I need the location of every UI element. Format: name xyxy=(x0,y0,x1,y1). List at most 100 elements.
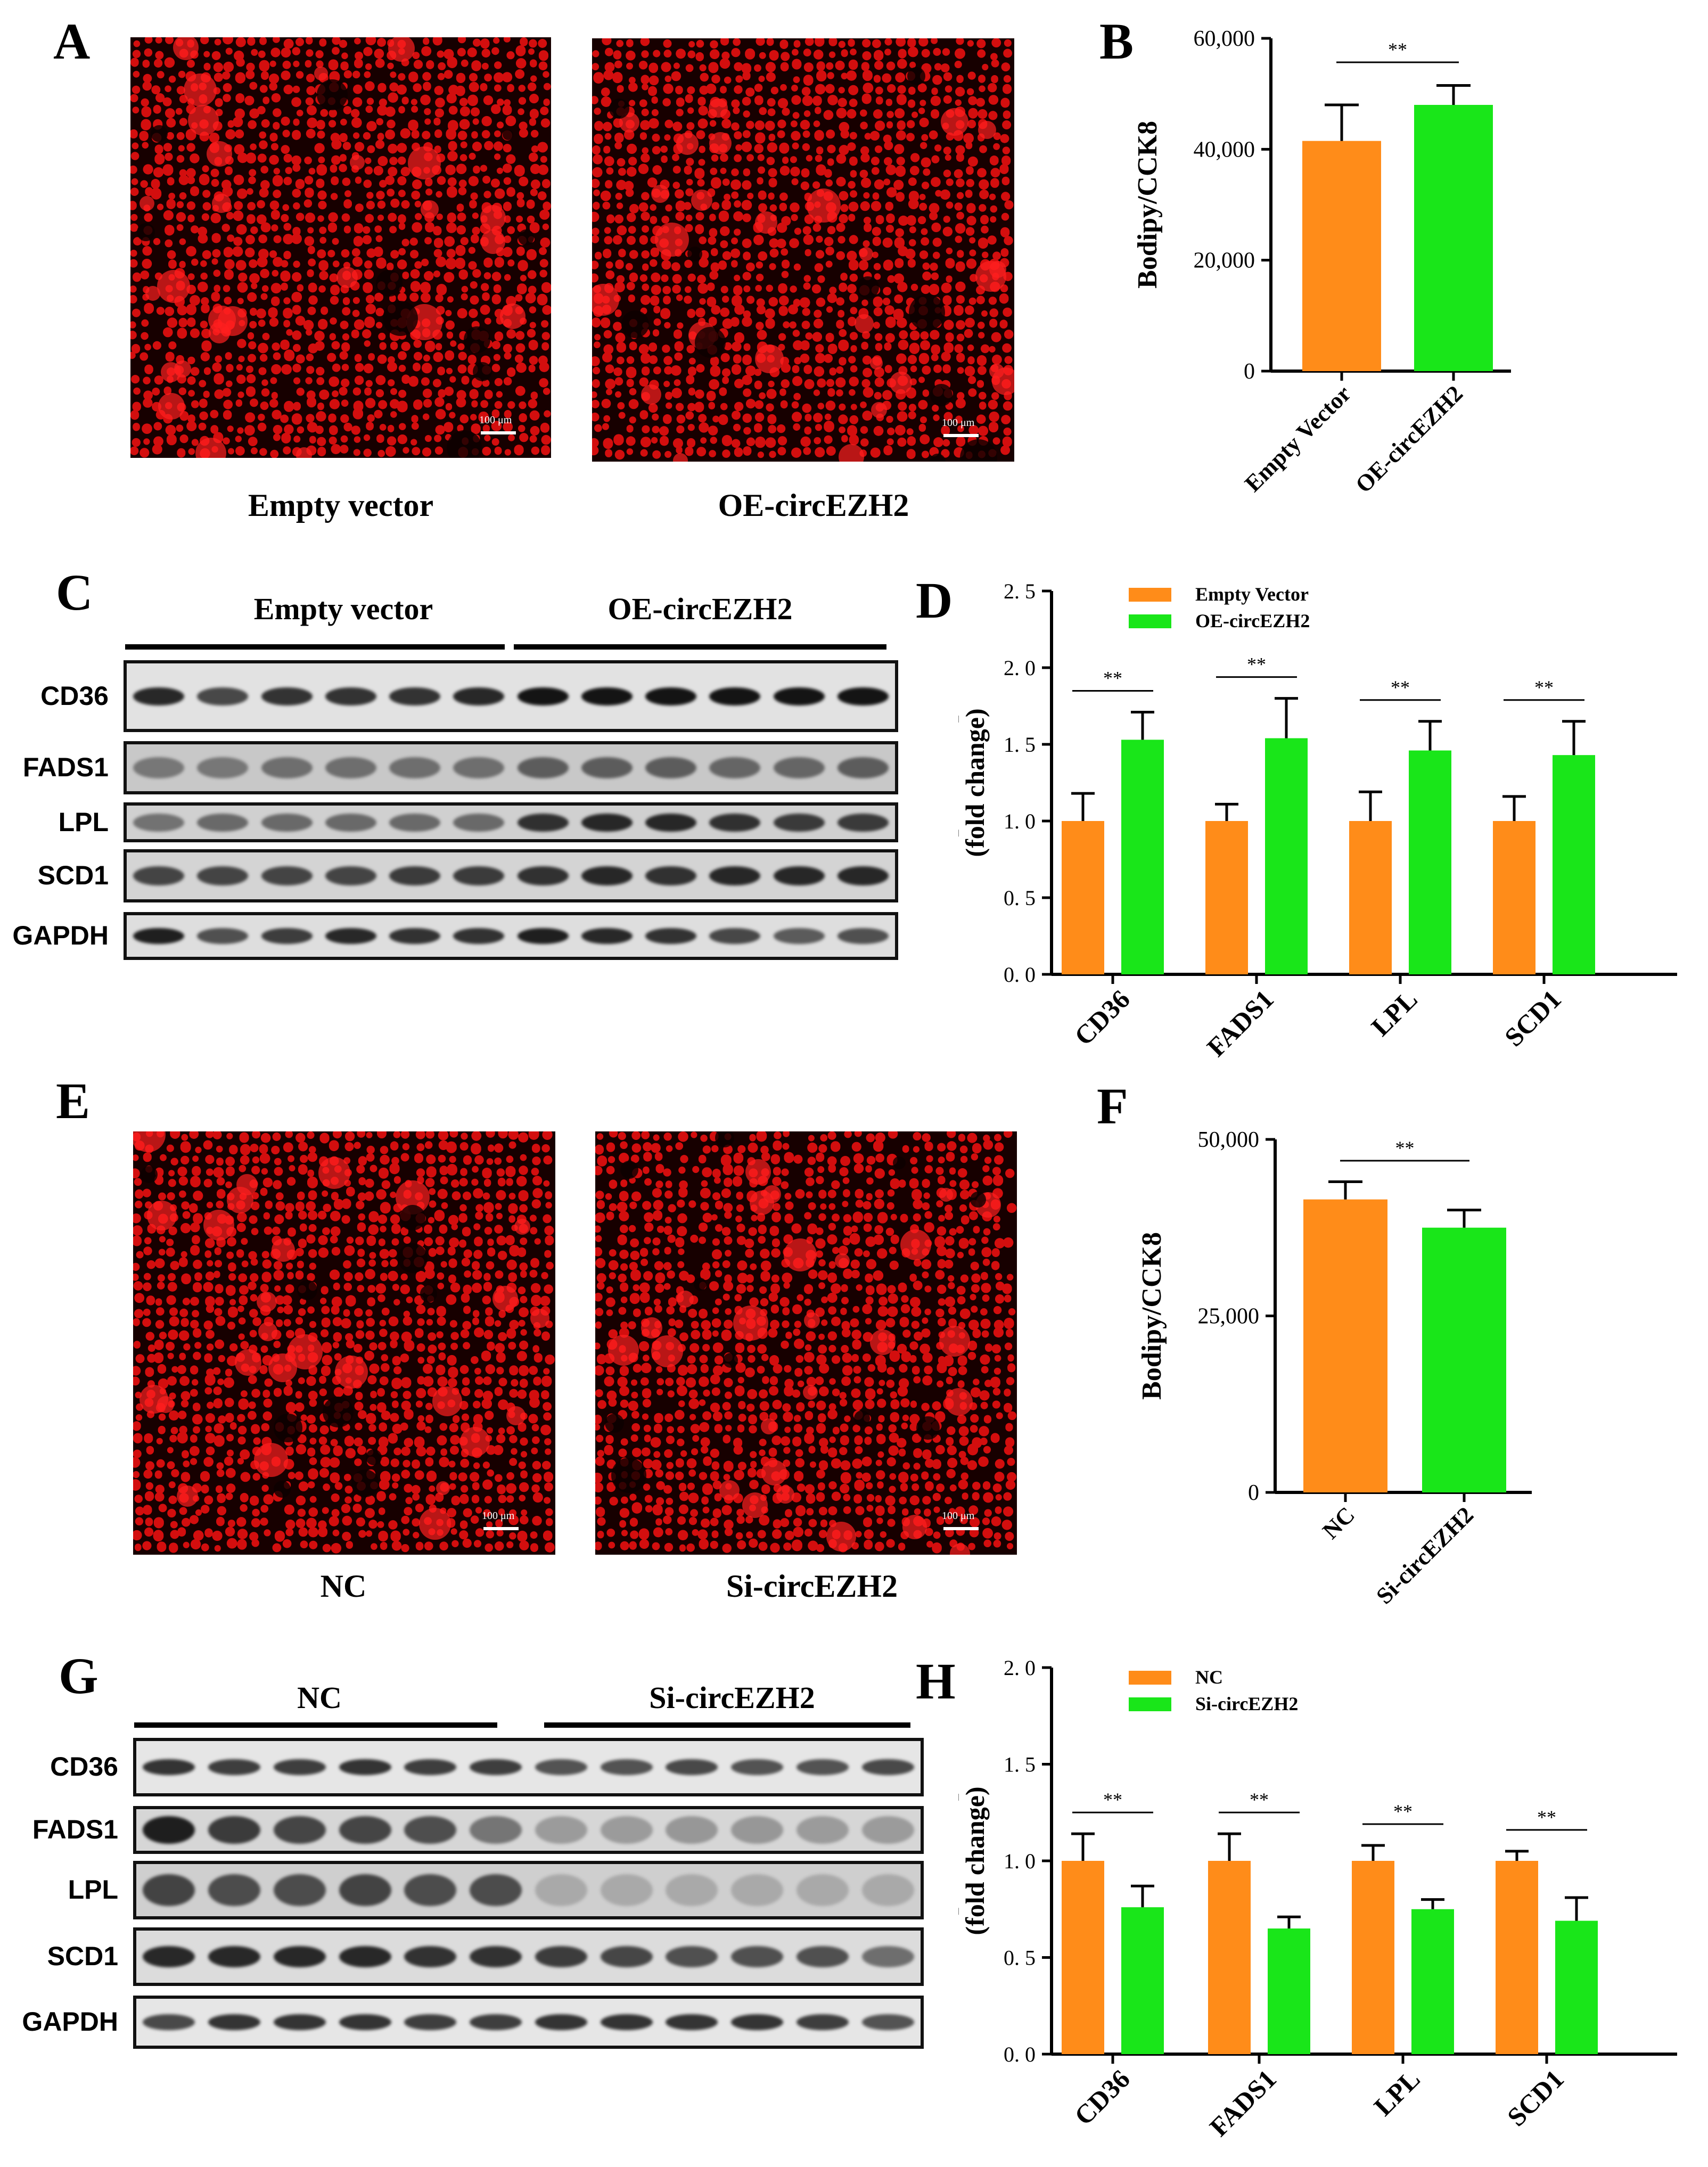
blot-band xyxy=(600,1759,653,1775)
blot-band xyxy=(535,1816,587,1844)
blot-strip xyxy=(133,1738,924,1796)
significance-label: ** xyxy=(1393,1801,1413,1822)
blot-row-label: LPL xyxy=(58,807,109,837)
y-tick-label: 2. 5 xyxy=(1004,579,1036,603)
blot-band xyxy=(133,866,185,885)
blot-band xyxy=(208,1759,261,1775)
blot-band xyxy=(143,1874,195,1906)
blot-band xyxy=(709,928,761,944)
blot-band xyxy=(325,928,376,944)
y-tick-label: 0 xyxy=(1244,359,1255,384)
blot-band xyxy=(796,1759,849,1775)
blot-band xyxy=(133,757,185,778)
blot-band xyxy=(645,813,697,832)
blot-band xyxy=(470,1816,522,1844)
legend-label: OE-circEZH2 xyxy=(1195,610,1310,631)
blot-band xyxy=(339,1816,391,1844)
blot-band xyxy=(389,687,441,705)
bar xyxy=(1121,1907,1164,2054)
blot-band xyxy=(837,813,889,832)
blot-band xyxy=(581,928,633,944)
image-caption-oe-circezh2: OE-circEZH2 xyxy=(718,488,909,523)
blot-band xyxy=(837,757,889,778)
blot-band xyxy=(666,1874,718,1906)
panel-label-b: B xyxy=(1099,13,1134,70)
blot-band xyxy=(731,1946,784,1967)
x-tick-label: OE-circEZH2 xyxy=(1350,380,1468,498)
blot-band xyxy=(796,2014,849,2030)
blot-band xyxy=(645,866,697,885)
x-tick-label: Si-circEZH2 xyxy=(1371,1501,1479,1609)
blot-strip xyxy=(124,741,898,794)
blot-group-line xyxy=(125,644,505,650)
microscopy-image-si-circezh2 xyxy=(595,1131,1017,1555)
significance-label: ** xyxy=(1103,1789,1122,1810)
panel-label-e: E xyxy=(56,1072,91,1129)
blot-band xyxy=(731,1759,784,1775)
y-tick-label: 1. 0 xyxy=(1004,1849,1036,1873)
blot-strip xyxy=(133,1996,924,2049)
scale-bar xyxy=(943,434,979,437)
panel-label-g: G xyxy=(59,1647,98,1704)
blot-strip xyxy=(124,912,898,960)
blot-band xyxy=(731,2014,784,2030)
bar xyxy=(1062,1861,1104,2054)
blot-band xyxy=(273,1874,326,1906)
y-tick-label: 40,000 xyxy=(1194,137,1255,162)
significance-label: ** xyxy=(1534,677,1554,698)
blot-band xyxy=(273,1816,326,1844)
bar xyxy=(1121,740,1164,974)
x-tick-label: LPL xyxy=(1368,2064,1425,2121)
blot-band xyxy=(709,757,761,778)
panel-label-h: H xyxy=(916,1653,956,1710)
blot-band xyxy=(470,1759,522,1775)
blot-strip xyxy=(133,1806,924,1854)
blot-group-line xyxy=(544,1722,910,1728)
blot-band xyxy=(389,757,441,778)
blot-band xyxy=(208,2014,261,2030)
blot-row-label: FADS1 xyxy=(22,752,109,782)
bar xyxy=(1422,1227,1506,1492)
blot-strip xyxy=(133,1927,924,1986)
blot-band xyxy=(581,687,633,705)
bar-chart-b: 0 20,000 40,000 60,000 Bodipy/CCK8 Empty Vect… xyxy=(1132,27,1511,498)
significance-label: ** xyxy=(1103,668,1122,689)
blot-band xyxy=(861,1816,914,1844)
blot-band xyxy=(404,1759,457,1775)
bar xyxy=(1409,750,1451,974)
blot-band xyxy=(666,2014,718,2030)
blot-band xyxy=(133,928,185,944)
blot-band xyxy=(261,687,313,705)
y-tick-label: 1. 5 xyxy=(1004,733,1036,757)
x-tick-label: SCD1 xyxy=(1501,2064,1570,2132)
blot-group-label-nc: NC xyxy=(297,1680,342,1715)
bar xyxy=(1265,738,1308,974)
blot-band xyxy=(773,687,825,705)
microscopy-image-nc xyxy=(133,1131,555,1555)
blot-band xyxy=(731,1874,784,1906)
blot-band xyxy=(389,813,441,832)
y-tick-label: 1. 5 xyxy=(1004,1753,1036,1777)
y-axis-label: (fold change) xyxy=(960,708,990,857)
legend-swatch xyxy=(1129,1671,1171,1685)
blot-band xyxy=(197,757,249,778)
blot-group-label-si-circezh2: Si-circEZH2 xyxy=(649,1680,815,1715)
blot-row-label: FADS1 xyxy=(32,1815,118,1844)
x-tick-label: SCD1 xyxy=(1499,984,1567,1052)
legend-swatch xyxy=(1129,614,1171,628)
scale-bar-label: 100 μm xyxy=(482,1510,515,1522)
blot-band xyxy=(773,813,825,832)
blot-strip xyxy=(124,660,898,732)
blot-band xyxy=(861,1946,914,1967)
blot-band xyxy=(517,928,569,944)
y-axis-label: (fold change) xyxy=(960,1786,990,1935)
significance-label: ** xyxy=(1537,1807,1556,1828)
bar xyxy=(1414,105,1493,371)
legend-label: NC xyxy=(1195,1667,1223,1688)
significance-label: ** xyxy=(1247,654,1266,675)
panel-label-d: D xyxy=(916,572,953,629)
blot-band xyxy=(773,928,825,944)
blot-band xyxy=(645,687,697,705)
blot-band xyxy=(600,1816,653,1844)
blot-band xyxy=(666,1759,718,1775)
